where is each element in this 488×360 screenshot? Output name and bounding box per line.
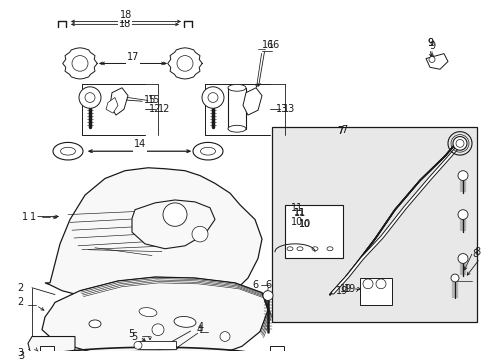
Text: 7: 7 [336,126,343,136]
Bar [138,341,176,349]
Text: 19: 19 [343,284,355,294]
Text: 17: 17 [126,51,139,62]
Text: 4: 4 [198,322,203,332]
Text: 19: 19 [339,284,351,294]
Circle shape [375,279,385,289]
Circle shape [202,87,224,108]
Polygon shape [243,88,262,115]
Text: 8: 8 [471,249,477,258]
Text: 13: 13 [283,104,295,114]
Text: 6: 6 [251,280,258,290]
Bar [359,278,391,305]
Text: 17: 17 [126,54,139,63]
Polygon shape [42,277,267,360]
Text: 14: 14 [134,139,146,149]
Circle shape [152,324,163,336]
Ellipse shape [174,316,196,327]
Text: 2: 2 [17,297,23,307]
Text: 2: 2 [18,283,24,293]
Circle shape [457,210,467,220]
Text: 7: 7 [336,126,343,136]
Ellipse shape [326,247,332,251]
Text: 12: 12 [148,104,161,114]
Text: 3: 3 [17,348,23,358]
Polygon shape [110,88,128,115]
Ellipse shape [311,247,317,251]
Ellipse shape [227,125,245,132]
Ellipse shape [296,247,303,251]
Circle shape [79,87,101,108]
Circle shape [428,57,434,62]
Text: 9: 9 [426,38,432,48]
Circle shape [263,291,272,301]
Text: 5: 5 [127,329,134,339]
Text: 11: 11 [294,208,305,217]
Text: 8: 8 [473,247,479,257]
Text: 13: 13 [275,104,287,114]
Ellipse shape [227,84,245,91]
Text: 15: 15 [143,95,156,105]
Text: 10: 10 [299,220,310,229]
Circle shape [85,93,95,102]
Circle shape [450,274,458,282]
Bar [285,205,342,258]
Circle shape [192,226,207,242]
Text: 18: 18 [119,15,131,26]
Text: 19: 19 [335,286,347,296]
Text: 9: 9 [426,38,432,48]
Bar [40,346,54,360]
Text: 7: 7 [340,125,346,135]
Bar [271,127,476,322]
Text: 5: 5 [131,332,137,342]
Text: 18: 18 [120,10,132,20]
Circle shape [72,55,88,71]
Ellipse shape [61,147,75,155]
Circle shape [177,55,193,71]
Bar [269,346,284,360]
Text: 1: 1 [30,212,36,221]
Circle shape [207,93,218,102]
Text: 9: 9 [428,41,434,51]
Circle shape [457,253,467,264]
Text: 6: 6 [264,280,270,290]
Polygon shape [106,98,118,113]
Circle shape [163,203,186,226]
Text: 11: 11 [290,203,303,213]
Polygon shape [28,337,75,360]
Polygon shape [132,200,215,249]
Ellipse shape [139,307,157,317]
Text: 16: 16 [262,40,274,50]
Polygon shape [425,54,447,69]
Text: 10: 10 [290,217,303,228]
Text: 14: 14 [134,141,146,151]
Polygon shape [167,48,202,79]
Polygon shape [62,48,97,79]
Text: 18: 18 [119,19,131,30]
Bar [227,88,245,129]
Text: 3: 3 [18,351,24,360]
Text: 17: 17 [126,54,139,63]
Circle shape [220,332,229,341]
Text: 10: 10 [298,219,310,229]
Circle shape [457,171,467,180]
Ellipse shape [200,147,215,155]
Text: 16: 16 [267,40,280,50]
Ellipse shape [193,143,223,160]
Text: 14: 14 [134,141,146,151]
Circle shape [452,136,466,150]
Polygon shape [45,168,262,314]
Ellipse shape [89,320,101,328]
Ellipse shape [53,143,83,160]
Circle shape [362,279,372,289]
Text: 15: 15 [148,95,160,105]
Ellipse shape [286,247,292,251]
Text: 11: 11 [293,208,305,218]
Text: 12: 12 [158,104,170,114]
Text: 1: 1 [22,212,28,221]
Ellipse shape [134,341,142,349]
Text: 4: 4 [197,325,203,335]
